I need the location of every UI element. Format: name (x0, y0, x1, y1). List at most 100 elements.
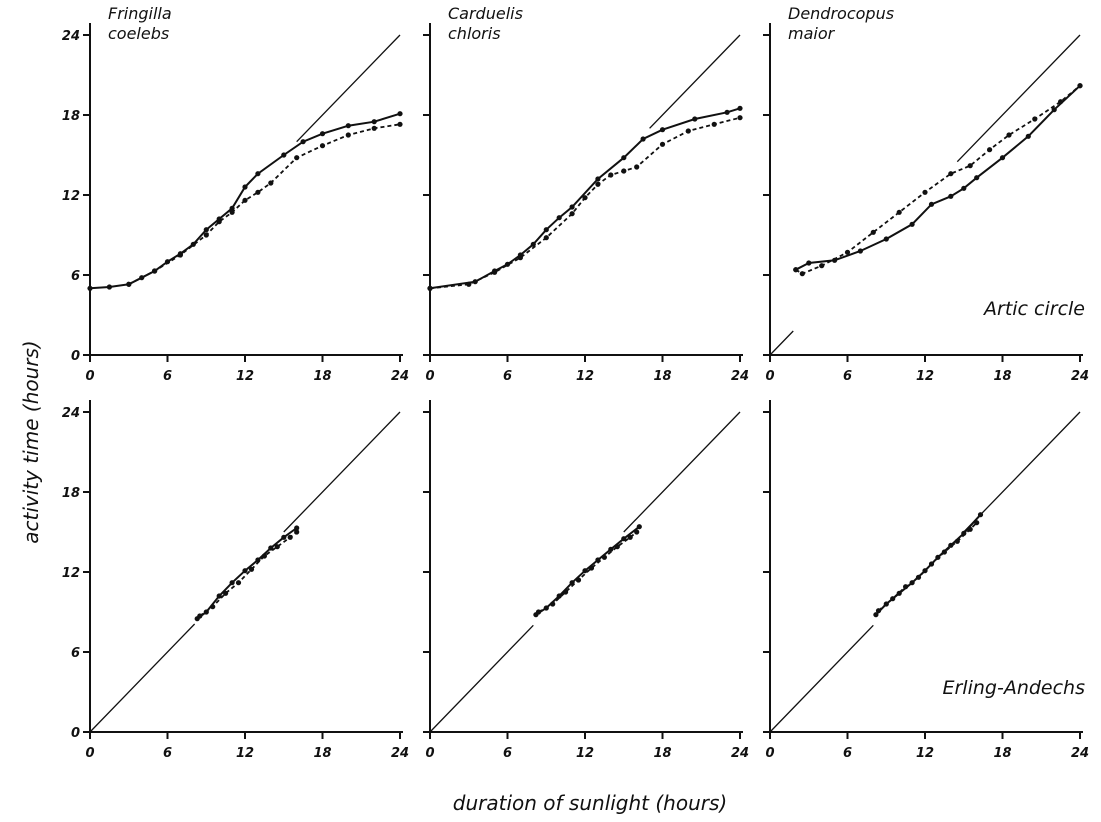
reference-line-lower (769, 624, 874, 733)
reference-line-upper (963, 411, 1081, 533)
data-point-solid (621, 155, 627, 161)
data-point-solid (268, 545, 274, 551)
data-point-dashed (216, 219, 222, 225)
data-point-solid (556, 593, 562, 599)
data-point-solid (229, 580, 235, 586)
reference-line-upper (296, 34, 401, 143)
data-point-solid (659, 127, 666, 133)
species-title: Dendrocopus maior (788, 4, 894, 43)
data-point-dashed (261, 553, 267, 559)
region-label: Erling-Andechs (942, 677, 1085, 699)
data-point-dashed (563, 589, 569, 595)
data-point-solid (857, 248, 864, 254)
reference-line-upper (623, 411, 741, 533)
data-point-solid (608, 546, 614, 552)
data-point-dashed (1058, 99, 1064, 105)
data-point-dashed (634, 164, 640, 170)
reference-line-lower (89, 623, 196, 733)
data-point-dashed (517, 255, 524, 261)
reference-line-lower (429, 624, 534, 733)
data-point-dashed (634, 529, 640, 535)
data-point-solid (883, 236, 889, 242)
x-tick-label: 6 (163, 369, 172, 384)
data-point-solid (281, 152, 287, 158)
data-point-solid (319, 131, 326, 137)
panel-top-3: 0 6 12 18 24 Dendrocopus maior Artic circle (763, 4, 1089, 384)
data-point-solid (242, 184, 248, 190)
data-point-dashed (948, 171, 954, 177)
x-tick-label: 0 (425, 746, 434, 761)
data-point-dashed (345, 132, 351, 138)
data-point-solid (543, 227, 549, 233)
data-point-dashed (601, 554, 608, 560)
data-point-solid (737, 105, 743, 111)
data-point-solid (806, 260, 812, 266)
data-point-dashed (268, 180, 274, 186)
series-line-dashed (128, 123, 401, 286)
data-point-dashed (397, 121, 403, 127)
x-tick-label: 24 (1071, 369, 1089, 384)
data-point-solid (948, 193, 954, 199)
data-point-solid (977, 512, 984, 518)
series-line-dashed (199, 531, 298, 617)
data-point-dashed (915, 574, 922, 580)
data-point-dashed (875, 608, 882, 614)
data-point-dashed (229, 209, 235, 215)
data-point-dashed (575, 577, 582, 583)
species-title: Fringilla coelebs (108, 4, 172, 43)
x-tick-label: 24 (731, 369, 749, 384)
panel-top-2: 0 6 12 18 24 Carduelis chloris (423, 4, 749, 384)
data-point-dashed (287, 534, 293, 540)
data-point-dashed (535, 609, 542, 615)
data-point-solid (928, 201, 935, 207)
data-point-solid (692, 116, 698, 122)
data-point-solid (345, 123, 351, 129)
y-tick-label: 24 (62, 406, 80, 421)
data-point-solid (873, 612, 879, 618)
y-tick-label: 18 (62, 486, 80, 501)
data-point-dashed (203, 232, 209, 238)
data-point-solid (106, 284, 112, 290)
data-point-solid (974, 175, 980, 181)
reference-line-upper (283, 411, 401, 533)
data-point-dashed (711, 121, 717, 127)
data-point-dashed (870, 229, 876, 235)
data-point-dashed (197, 613, 203, 619)
data-point-dashed (974, 520, 980, 526)
data-point-dashed (319, 143, 326, 149)
data-point-dashed (294, 155, 300, 161)
data-point-dashed (896, 209, 902, 215)
data-point-dashed (1006, 132, 1012, 138)
y-tick-label: 6 (71, 269, 80, 284)
data-point-solid (640, 136, 646, 142)
data-point-dashed (928, 561, 935, 567)
series-line-solid (429, 107, 741, 290)
data-point-dashed (492, 269, 498, 275)
panel-bottom-3: 0 6 12 18 24 Erling-Andechs (763, 400, 1089, 761)
data-point-dashed (844, 249, 851, 255)
data-point-dashed (890, 596, 896, 602)
data-point-dashed (543, 235, 549, 241)
x-tick-label: 6 (843, 746, 852, 761)
x-tick-label: 24 (391, 746, 409, 761)
data-point-dashed (588, 565, 595, 571)
reference-line-lower (769, 330, 794, 356)
panel-bottom-2: 0 6 12 18 24 (423, 400, 749, 761)
y-tick-label: 6 (71, 646, 80, 661)
data-point-dashed (627, 534, 633, 540)
data-point-solid (1025, 133, 1031, 139)
x-tick-label: 0 (85, 369, 94, 384)
data-point-dashed (987, 147, 993, 153)
data-point-dashed (659, 141, 666, 147)
data-point-solid (294, 525, 300, 531)
data-point-dashed (177, 252, 183, 258)
x-tick-label: 12 (576, 746, 594, 761)
data-point-dashed (274, 544, 280, 550)
data-point-dashed (941, 549, 948, 555)
data-point-dashed (922, 189, 928, 195)
x-tick-label: 12 (576, 369, 594, 384)
data-point-solid (203, 227, 209, 233)
data-point-solid (724, 109, 730, 115)
data-point-dashed (550, 601, 556, 607)
x-tick-label: 0 (85, 746, 94, 761)
